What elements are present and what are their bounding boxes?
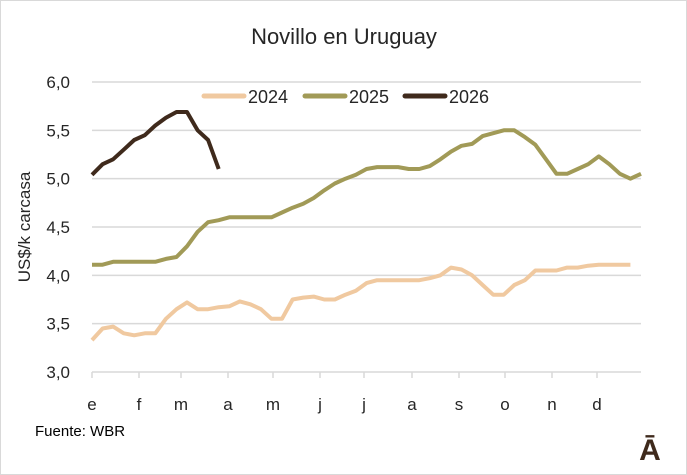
y-tick-label: 5,5 xyxy=(46,121,70,140)
y-tick-label: 5,0 xyxy=(46,170,70,189)
x-tick-label: m xyxy=(266,395,280,414)
y-tick-label: 6,0 xyxy=(46,73,70,92)
x-tick-label: d xyxy=(592,395,601,414)
x-tick-label: j xyxy=(317,395,322,414)
x-tick-label: m xyxy=(174,395,188,414)
series-line-2024 xyxy=(90,262,631,342)
x-tick-label: s xyxy=(455,395,464,414)
y-tick-label: 4,0 xyxy=(46,266,70,285)
x-tick-label: n xyxy=(547,395,556,414)
series-line-2025 xyxy=(92,128,642,267)
legend-label: 2026 xyxy=(449,87,489,107)
x-tick-label: j xyxy=(361,395,366,414)
series-line-2026 xyxy=(90,110,221,177)
y-tick-label: 3,5 xyxy=(46,315,70,334)
chart-title: Novillo en Uruguay xyxy=(251,24,437,49)
source-note: Fuente: WBR xyxy=(35,423,125,440)
y-axis-label: US$/k carcasa xyxy=(15,171,34,282)
x-tick-label: f xyxy=(137,395,142,414)
x-tick-label: e xyxy=(87,395,96,414)
legend-label: 2024 xyxy=(248,87,288,107)
legend-label: 2025 xyxy=(349,87,389,107)
x-tick-label: a xyxy=(407,395,417,414)
logo: Ā xyxy=(639,434,661,467)
y-tick-label: 4,5 xyxy=(46,218,70,237)
x-tick-label: o xyxy=(500,395,509,414)
y-tick-label: 3,0 xyxy=(46,363,70,382)
x-tick-label: a xyxy=(223,395,233,414)
